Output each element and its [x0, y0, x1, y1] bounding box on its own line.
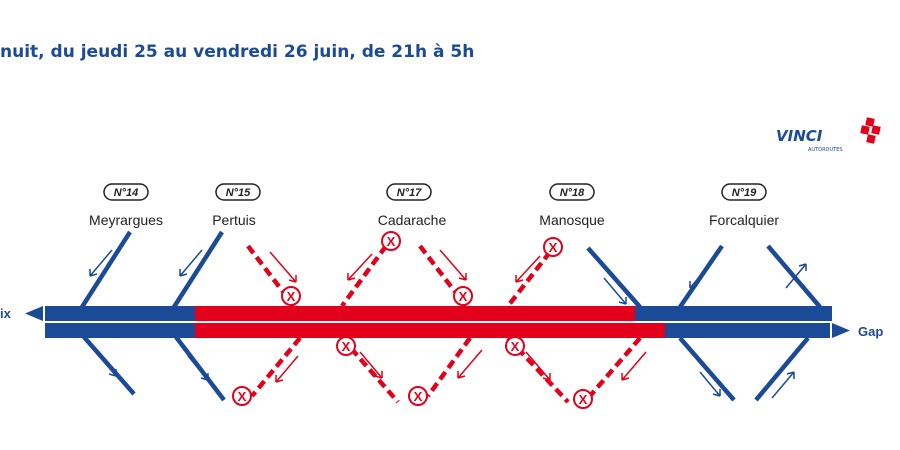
exit-name-cadarache: Cadarache	[378, 212, 447, 228]
closed-x-icon: X	[505, 336, 525, 356]
arrow-icon	[603, 277, 627, 305]
ramp-14-on-westbound	[80, 230, 132, 309]
ramp-15-off-eastbound	[174, 335, 226, 402]
direction-right-label: Gap	[858, 324, 883, 339]
closed-x-icon: X	[453, 286, 473, 306]
arrow-icon	[771, 371, 795, 399]
exit-name-forcalquier: Forcalquier	[709, 212, 779, 228]
svg-text:X: X	[287, 289, 296, 304]
ramp-18-on-eastbound-closed	[588, 336, 642, 398]
exit-badge-18: N°18	[549, 183, 595, 201]
closed-x-icon: X	[336, 336, 356, 356]
arrow-icon	[515, 255, 541, 283]
logo-cross-icon	[860, 117, 881, 144]
closed-x-icon: X	[408, 386, 428, 406]
direction-left-label: ix	[0, 306, 12, 321]
ramp-17-on-eastbound-closed	[426, 336, 472, 398]
closed-x-icon: X	[281, 286, 301, 306]
closed-x-icon: X	[381, 231, 401, 251]
svg-text:X: X	[342, 339, 351, 354]
svg-text:X: X	[511, 339, 520, 354]
exit-badge-15: N°15	[215, 183, 261, 201]
arrow-icon	[621, 351, 647, 381]
svg-text:X: X	[414, 389, 423, 404]
ramp-14-off-eastbound	[82, 335, 136, 396]
arrow-icon	[457, 349, 483, 379]
svg-text:X: X	[549, 240, 558, 255]
exit-badge-17: N°17	[386, 183, 432, 201]
arrow-icon	[689, 261, 713, 289]
svg-text:X: X	[579, 392, 588, 407]
ramp-19-on-eastbound	[754, 336, 810, 402]
arrow-icon	[179, 249, 203, 277]
arrow-icon	[525, 351, 551, 381]
vinci-logo: VINCI AUTOROUTES	[776, 117, 881, 153]
logo-sub: AUTOROUTES	[808, 147, 843, 153]
ramp-direction-arrows	[89, 249, 807, 399]
arrow-icon	[439, 249, 467, 281]
exit-labels: N°14 Meyrargues N°15 Pertuis N°17 Cadara…	[89, 183, 779, 228]
svg-text:X: X	[459, 289, 468, 304]
ramp-19-on-westbound	[678, 244, 724, 309]
closure-markers: X X X X X X X X	[232, 231, 593, 409]
arrow-icon	[275, 355, 299, 383]
logo-brand: VINCI	[776, 127, 823, 145]
closed-ramp-arrows	[269, 249, 647, 383]
svg-text:N°14: N°14	[114, 187, 139, 199]
exit-badge-19: N°19	[721, 183, 767, 201]
arrow-icon	[89, 249, 113, 277]
svg-text:N°15: N°15	[226, 187, 251, 199]
ramp-15-on-westbound	[172, 230, 224, 309]
svg-text:X: X	[238, 389, 247, 404]
arrow-icon	[269, 251, 297, 283]
ramp-19-off-westbound	[766, 244, 822, 309]
exit-name-manosque: Manosque	[539, 212, 605, 228]
closed-x-icon: X	[232, 386, 252, 406]
svg-text:N°18: N°18	[560, 187, 585, 199]
arrow-icon	[359, 351, 383, 379]
carriageway-eastbound	[45, 323, 850, 338]
arrow-icon	[347, 253, 373, 281]
exit-name-pertuis: Pertuis	[212, 212, 256, 228]
arrow-icon	[95, 351, 117, 377]
page-title: nuit, du jeudi 25 au vendredi 26 juin, d…	[0, 42, 475, 62]
carriageway-westbound	[25, 306, 832, 321]
arrow-right-icon	[832, 323, 850, 338]
ramp-18-off-westbound	[586, 246, 642, 309]
ramp-18-on-westbound-closed	[506, 250, 552, 308]
svg-text:X: X	[387, 234, 396, 249]
svg-text:N°19: N°19	[732, 187, 757, 199]
closed-x-icon: X	[573, 389, 593, 409]
ramp-17-on-westbound-closed	[340, 244, 388, 308]
ramp-19-off-eastbound	[678, 336, 736, 402]
closed-x-icon: X	[543, 237, 563, 257]
svg-text:N°17: N°17	[397, 187, 422, 199]
exit-name-meyrargues: Meyrargues	[89, 212, 163, 228]
arrow-icon	[187, 355, 209, 381]
arrow-left-icon	[25, 306, 43, 321]
arrow-icon	[785, 263, 807, 289]
exit-badge-14: N°14	[103, 183, 149, 201]
arrow-icon	[699, 371, 721, 397]
ramp-15-on-eastbound-closed	[250, 336, 302, 398]
open-ramps	[80, 230, 822, 402]
